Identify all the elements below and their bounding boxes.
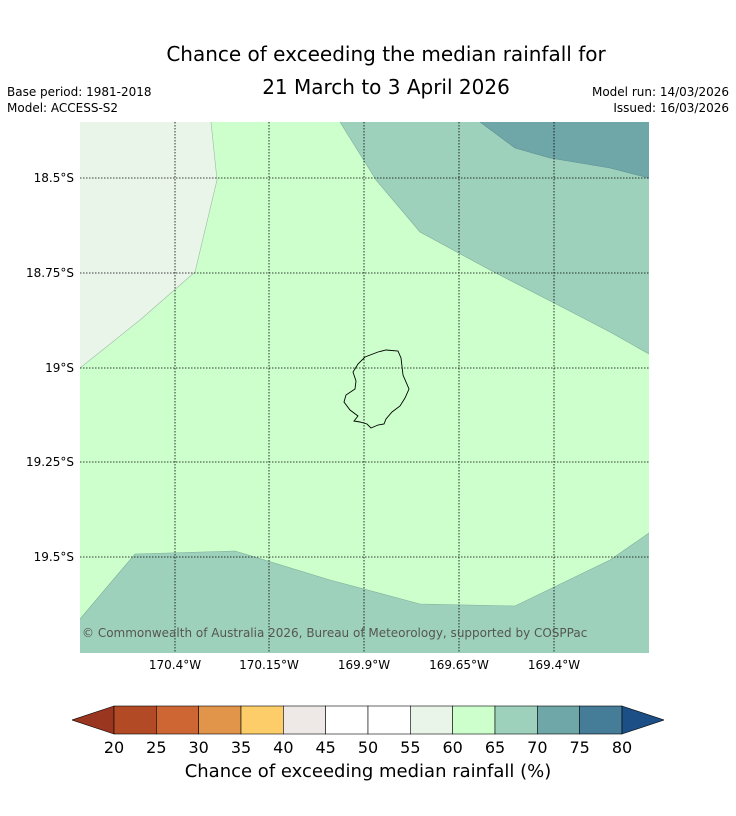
lon-label: 170.15°W bbox=[239, 658, 299, 672]
colorbar-tick-label: 65 bbox=[484, 738, 506, 757]
colorbar-tick-label: 70 bbox=[527, 738, 548, 757]
copyright-notice: © Commonwealth of Australia 2026, Bureau… bbox=[82, 626, 588, 640]
colorbar-tick-label: 40 bbox=[273, 738, 294, 757]
region-70-75 bbox=[480, 122, 649, 178]
colorbar-cell bbox=[537, 705, 580, 735]
lon-label: 169.9°W bbox=[337, 658, 391, 672]
colorbar-tick-label: 60 bbox=[442, 738, 463, 757]
lat-label: 18.5°S bbox=[33, 171, 74, 185]
colorbar-cell bbox=[367, 705, 411, 735]
lat-label: 19.25°S bbox=[26, 455, 74, 469]
colorbar-cell bbox=[283, 705, 326, 735]
colorbar-cell bbox=[579, 705, 623, 735]
colorbar-cell bbox=[113, 705, 157, 735]
lat-label: 19°S bbox=[45, 361, 74, 375]
colorbar-tick-label: 50 bbox=[357, 738, 379, 757]
colorbar-cell bbox=[494, 705, 538, 735]
map-panel bbox=[79, 121, 650, 653]
colorbar-tick-label: 30 bbox=[188, 738, 209, 757]
title-line-1: Chance of exceeding the median rainfall … bbox=[166, 42, 606, 66]
map-svg bbox=[79, 121, 650, 653]
region-65-70-north bbox=[340, 122, 649, 354]
colorbar-cell bbox=[325, 705, 369, 735]
meta-left: Base period: 1981-2018 Model: ACCESS-S2 bbox=[7, 84, 152, 116]
island-outline bbox=[343, 349, 410, 429]
issued-date: Issued: 16/03/2026 bbox=[613, 101, 729, 115]
colorbar-tick-label: 75 bbox=[569, 738, 590, 757]
graticule bbox=[80, 122, 649, 653]
colorbar-tick-label: 35 bbox=[230, 738, 252, 757]
title-line-2: 21 March to 3 April 2026 bbox=[262, 75, 510, 99]
region-65-70-south bbox=[80, 533, 649, 653]
lon-label: 170.4°W bbox=[148, 658, 202, 672]
colorbar-tick-label: 20 bbox=[103, 738, 125, 757]
base-period: Base period: 1981-2018 bbox=[7, 85, 152, 99]
model-name: Model: ACCESS-S2 bbox=[7, 101, 119, 115]
lat-label: 18.75°S bbox=[26, 266, 74, 280]
colorbar-cell bbox=[156, 705, 199, 735]
colorbar-cell bbox=[198, 705, 242, 735]
colorbar-tick-label: 55 bbox=[400, 738, 421, 757]
colorbar bbox=[72, 705, 664, 735]
lat-label: 19.5°S bbox=[33, 550, 74, 564]
colorbar-cell bbox=[240, 705, 284, 735]
colorbar-cell bbox=[410, 705, 453, 735]
colorbar-cell bbox=[452, 705, 496, 735]
colorbar-over-arrow bbox=[621, 705, 664, 735]
lon-label: 169.4°W bbox=[527, 658, 581, 672]
colorbar-tick-label: 25 bbox=[146, 738, 167, 757]
meta-right: Model run: 14/03/2026 Issued: 16/03/2026 bbox=[592, 84, 729, 116]
colorbar-under-arrow bbox=[72, 705, 115, 735]
region-55-60 bbox=[80, 122, 217, 368]
colorbar-tick-label: 80 bbox=[611, 738, 633, 757]
colorbar-tick-label: 45 bbox=[315, 738, 336, 757]
lon-label: 169.65°W bbox=[429, 658, 489, 672]
colorbar-label: Chance of exceeding median rainfall (%) bbox=[184, 761, 552, 782]
model-run: Model run: 14/03/2026 bbox=[591, 85, 729, 99]
chart-title: Chance of exceeding the median rainfall … bbox=[0, 38, 736, 104]
